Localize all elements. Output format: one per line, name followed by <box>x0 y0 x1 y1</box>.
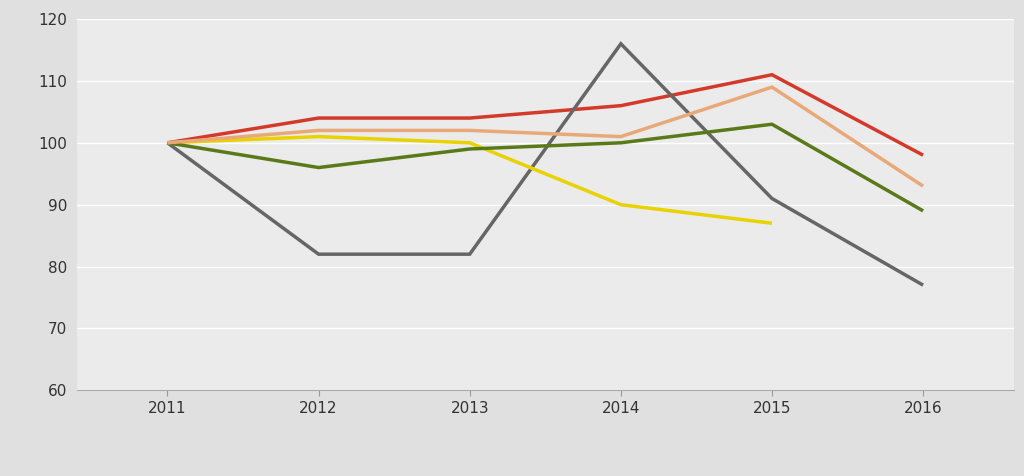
Norge <box>162 140 174 146</box>
Sverige <box>312 165 325 170</box>
Danmark <box>312 115 325 121</box>
Norge <box>916 183 929 189</box>
Island <box>614 41 627 47</box>
Finland <box>312 134 325 139</box>
Norge <box>614 134 627 139</box>
Island <box>312 251 325 257</box>
Norge <box>766 84 778 90</box>
Finland <box>464 140 476 146</box>
Sverige <box>916 208 929 214</box>
Danmark <box>766 72 778 78</box>
Island <box>162 140 174 146</box>
Line: Island: Island <box>168 44 923 285</box>
Sverige <box>766 121 778 127</box>
Norge <box>312 128 325 133</box>
Danmark <box>162 140 174 146</box>
Danmark <box>464 115 476 121</box>
Sverige <box>162 140 174 146</box>
Finland <box>614 202 627 208</box>
Sverige <box>464 146 476 152</box>
Danmark <box>916 152 929 158</box>
Line: Danmark: Danmark <box>168 75 923 155</box>
Island <box>766 196 778 201</box>
Line: Finland: Finland <box>168 137 772 223</box>
Finland <box>162 140 174 146</box>
Sverige <box>614 140 627 146</box>
Norge <box>464 128 476 133</box>
Line: Sverige: Sverige <box>168 124 923 211</box>
Finland <box>766 220 778 226</box>
Island <box>464 251 476 257</box>
Danmark <box>614 103 627 109</box>
Line: Norge: Norge <box>168 87 923 186</box>
Island <box>916 282 929 288</box>
